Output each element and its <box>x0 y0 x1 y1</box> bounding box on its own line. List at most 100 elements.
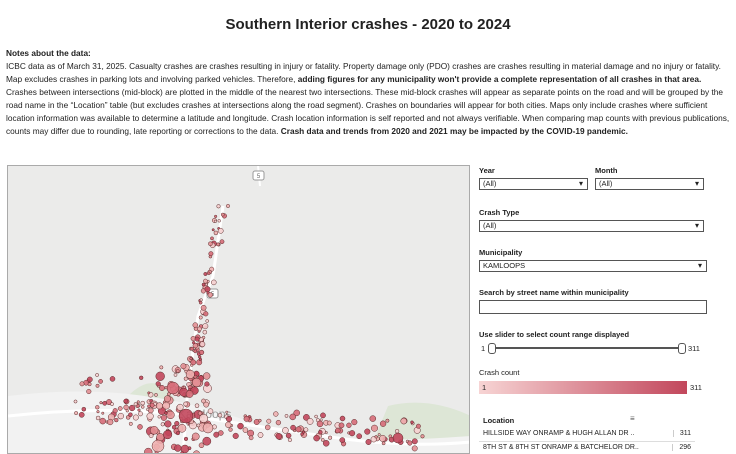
crash-point <box>98 379 103 384</box>
crash-point <box>203 272 208 276</box>
crash-point <box>216 204 221 209</box>
year-label: Year <box>479 166 495 175</box>
crash-point <box>318 430 323 435</box>
crash-point <box>203 401 210 408</box>
crash-point <box>385 418 390 423</box>
slider-min: 1 <box>481 344 486 353</box>
crash-point <box>73 399 78 404</box>
crash-point <box>74 411 79 416</box>
crash-point <box>208 251 214 257</box>
crash-point <box>394 429 400 434</box>
crash-point <box>217 219 221 223</box>
note-text: Crash data and trends from 2020 and 2021… <box>280 126 628 136</box>
slider-handle[interactable] <box>678 343 686 354</box>
crash-point <box>208 241 213 246</box>
table-row[interactable]: HILLSIDE WAY ONRAMP & HUGH ALLAN DR .. 31… <box>479 428 695 442</box>
crash-point <box>95 373 99 377</box>
crash-point <box>351 419 358 426</box>
crash-point <box>199 298 203 302</box>
note-text: ICBC data as of March 31, 2025. Casualty… <box>6 61 721 84</box>
crash-type-dropdown[interactable]: (All) <box>479 220 704 232</box>
crash-point <box>257 432 264 438</box>
crash-point <box>154 393 158 397</box>
crash-point <box>338 422 345 429</box>
crash-point <box>192 341 196 345</box>
crash-point <box>164 420 172 428</box>
search-label: Search by street name within municipalit… <box>479 288 629 297</box>
legend-title: Crash count <box>479 368 520 377</box>
crash-point <box>346 422 352 428</box>
crash-point <box>137 408 141 412</box>
crash-point <box>282 427 289 434</box>
year-dropdown[interactable]: (All) <box>479 178 588 190</box>
crash-point <box>109 376 116 382</box>
location-count: 311 <box>672 430 691 437</box>
crash-point <box>295 426 302 433</box>
crash-point <box>155 371 165 381</box>
crash-point <box>200 304 207 311</box>
crash-point <box>140 400 145 406</box>
crash-point <box>198 357 203 362</box>
notes-heading: Notes about the data: <box>6 48 91 58</box>
crash-point <box>159 365 164 370</box>
crash-point <box>411 445 418 452</box>
crash-point <box>185 390 194 398</box>
crash-point <box>146 412 154 420</box>
crash-point <box>411 438 418 445</box>
crash-point <box>320 412 326 419</box>
sort-icon[interactable]: ≡ <box>630 414 635 423</box>
dashboard-title: Southern Interior crashes - 2020 to 2024 <box>225 16 511 33</box>
municipality-dropdown[interactable]: KAMLOOPS <box>479 260 707 272</box>
crash-point <box>316 420 324 428</box>
crash-point <box>204 381 210 387</box>
legend-gradient <box>479 381 687 394</box>
map[interactable]: 5 5 Kamloops <box>7 165 470 454</box>
month-label: Month <box>595 166 618 175</box>
crash-point <box>415 423 421 429</box>
crash-point <box>174 420 180 427</box>
crash-point <box>190 346 195 351</box>
crash-point <box>213 219 218 223</box>
crash-point <box>202 422 214 434</box>
crash-point <box>176 403 184 411</box>
crash-point <box>204 286 211 293</box>
slider-handle[interactable] <box>488 343 496 354</box>
table-row[interactable]: 8TH ST & 8TH ST ONRAMP & BATCHELOR DR.. 2… <box>479 442 695 454</box>
crash-point <box>197 326 202 332</box>
crash-point <box>196 423 201 428</box>
crash-point <box>322 440 330 447</box>
crash-point <box>248 435 254 441</box>
crash-point <box>191 432 200 441</box>
crash-point <box>301 430 306 434</box>
crash-point <box>335 427 341 434</box>
crash-point <box>140 405 145 409</box>
crash-point <box>420 434 425 439</box>
crash-point <box>128 421 133 426</box>
location-name: HILLSIDE WAY ONRAMP & HUGH ALLAN DR .. <box>483 430 635 437</box>
crash-point <box>166 381 180 395</box>
crash-point <box>285 432 292 439</box>
crash-point <box>178 408 194 424</box>
crash-point <box>117 406 123 411</box>
crash-point <box>173 373 178 377</box>
crash-point <box>326 420 332 426</box>
crash-point <box>207 292 213 298</box>
crash-point <box>112 408 118 414</box>
month-dropdown[interactable]: (All) <box>595 178 704 190</box>
crash-point <box>128 404 136 412</box>
crash-point <box>228 427 233 432</box>
crash-point <box>201 398 206 404</box>
search-input[interactable] <box>479 300 707 314</box>
crash-point <box>102 400 108 406</box>
location-count: 296 <box>672 444 691 451</box>
crash-point <box>339 437 346 443</box>
crash-point <box>206 271 211 276</box>
crash-point <box>225 421 232 428</box>
crash-point <box>349 430 356 437</box>
crash-point <box>175 431 180 436</box>
crash-point <box>193 349 198 354</box>
crash-point <box>194 336 200 342</box>
crash-point <box>199 349 205 355</box>
crash-point <box>400 417 407 425</box>
crash-point <box>306 418 314 425</box>
